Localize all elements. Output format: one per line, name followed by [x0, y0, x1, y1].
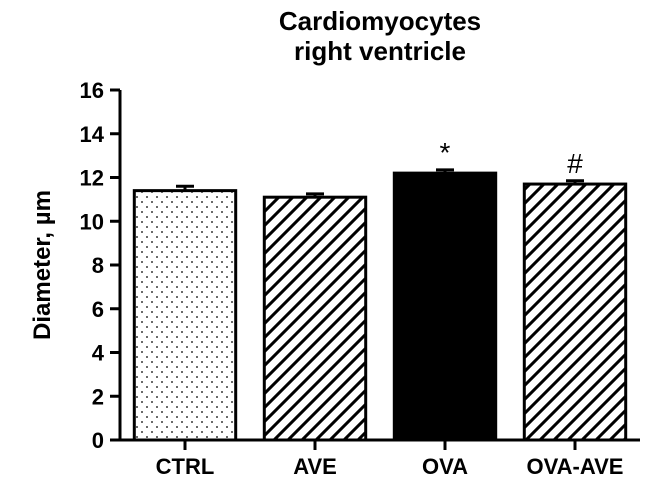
y-axis-label: Diameter, µm: [29, 190, 56, 340]
x-tick-label: OVA-AVE: [527, 454, 624, 479]
x-tick-label: AVE: [293, 454, 337, 479]
y-tick-label: 4: [92, 341, 105, 366]
y-tick-label: 6: [92, 297, 104, 322]
chart-title-line2: right ventricle: [294, 36, 466, 66]
bar-ctrl: [134, 191, 235, 440]
x-tick-label: OVA: [422, 454, 468, 479]
annotation-ova-ave: #: [567, 148, 583, 179]
chart-container: Cardiomyocytesright ventricle 0 2 4 6 8 10 12 14…: [0, 0, 670, 500]
chart-title-line1: Cardiomyocytes: [279, 6, 481, 36]
bar-ave: [264, 197, 365, 440]
x-tick-label: CTRL: [156, 454, 215, 479]
bar-ova: [394, 173, 495, 440]
y-tick-label: 0: [92, 428, 104, 453]
annotation-ova: *: [440, 137, 451, 168]
y-tick-label: 10: [80, 209, 104, 234]
bar-chart: Cardiomyocytesright ventricle 0 2 4 6 8 10 12 14…: [0, 0, 670, 500]
y-tick-label: 8: [92, 253, 104, 278]
y-tick-label: 2: [92, 384, 104, 409]
y-tick-label: 12: [80, 166, 104, 191]
y-tick-label: 14: [80, 122, 105, 147]
y-tick-label: 16: [80, 78, 104, 103]
bar-ova-ave: [524, 184, 625, 440]
